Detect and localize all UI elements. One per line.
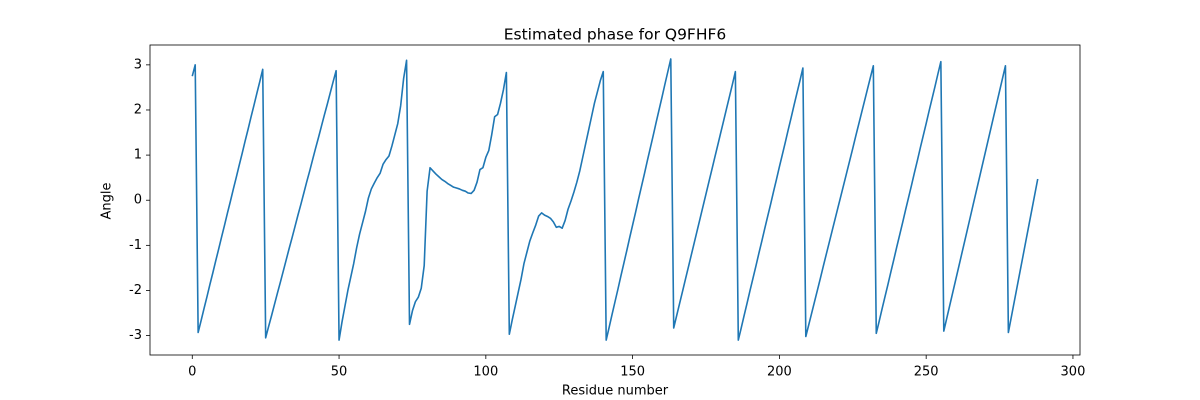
x-tick-label: 50	[331, 365, 348, 380]
data-line	[191, 58, 1039, 341]
y-tick-label: 2	[134, 102, 142, 117]
x-tick-label: 0	[188, 365, 196, 380]
y-tick-label: -2	[129, 283, 142, 298]
chart-title: Estimated phase for Q9FHF6	[504, 26, 727, 44]
y-tick-label: -1	[129, 238, 142, 253]
y-tick-label: 3	[134, 57, 142, 72]
y-axis-label: Angle	[100, 183, 115, 220]
x-tick-label: 300	[1061, 365, 1086, 380]
x-tick-label: 200	[767, 365, 792, 380]
x-tick-label: 100	[473, 365, 498, 380]
x-axis-label: Residue number	[562, 384, 669, 399]
y-tick-label: 1	[134, 148, 142, 163]
x-tick-label: 150	[620, 365, 645, 380]
y-tick-label: -3	[129, 328, 142, 343]
x-tick-label: 250	[914, 365, 939, 380]
y-tick-label: 0	[134, 193, 142, 208]
plot-frame	[149, 44, 1081, 356]
